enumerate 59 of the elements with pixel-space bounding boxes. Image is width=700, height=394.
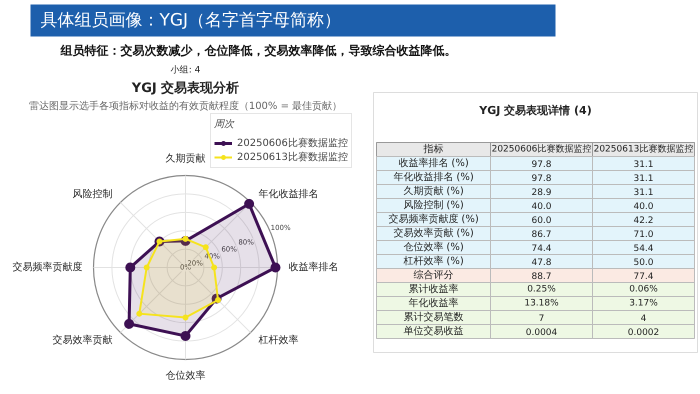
chart-subtitle: 雷达图显示选手各项指标对收益的有效贡献程度（100% = 最佳贡献） <box>28 100 342 112</box>
category-label: 年化收益率 <box>408 297 458 309</box>
series-label: 20250613比赛数据监控 <box>594 144 694 154</box>
data-label: 97.8 <box>531 160 552 170</box>
data-label: 31.1 <box>633 174 654 184</box>
data-label: 3.17% <box>629 298 658 308</box>
data-label: 31.1 <box>633 188 654 198</box>
data-label: 54.4 <box>633 244 654 254</box>
category-label: 收益率排名 (%) <box>398 157 469 169</box>
category-label: 单位交易收益 <box>404 325 464 337</box>
category-label: 风险控制 (%) <box>403 199 464 211</box>
data-label: 13.18% <box>524 298 560 308</box>
data-label: 74.4 <box>531 244 552 254</box>
data-label: 7 <box>538 314 544 324</box>
spoke-label: 年化收益排名 <box>258 188 318 200</box>
spoke-label: 久期贡献 <box>166 152 206 164</box>
text: 小组: 4 <box>170 64 201 76</box>
text: 具体组员画像：YGJ（名字首字母简称） <box>40 10 342 30</box>
text: 组员特征：交易次数减少，仓位降低，交易效率降低，导致综合收益降低。 <box>60 44 456 58</box>
spoke-label: 风险控制 <box>72 188 113 200</box>
data-label: 40.0 <box>531 202 552 212</box>
series-label: 20250606比赛数据监控 <box>492 144 592 154</box>
text: YGJ 交易表现详情 (4) <box>478 104 592 117</box>
data-label: 60.0 <box>531 216 552 226</box>
category-label: 仓位效率 (%) <box>403 241 464 253</box>
category-label: 杠杆效率 (%) <box>402 255 464 267</box>
legend-label: 20250606比赛数据监控 <box>237 136 348 150</box>
category-label: 累计收益率 <box>408 283 458 295</box>
text: 指标 <box>422 143 444 155</box>
data-label: 86.7 <box>531 230 552 240</box>
spoke-label: 杠杆效率 <box>257 334 298 346</box>
data-label: 0.0004 <box>526 328 558 338</box>
data-label: 40.0 <box>633 202 654 212</box>
data-label: 31.1 <box>633 160 654 170</box>
spoke-label: 仓位效率 <box>166 370 206 382</box>
data-label: 50.0 <box>633 258 654 268</box>
category-label: 综合评分 <box>414 269 454 281</box>
spoke-label: 交易效率贡献 <box>52 334 113 346</box>
data-label: 88.7 <box>531 272 552 282</box>
data-label: 4 <box>640 314 647 324</box>
legend-label: 20250613比赛数据监控 <box>237 150 348 164</box>
category-label: 交易频率贡献度 (%) <box>388 213 479 225</box>
category-label: 交易效率贡献 (%) <box>393 227 474 239</box>
data-label: 42.2 <box>633 216 654 226</box>
data-label: 77.4 <box>633 272 654 282</box>
category-label: 久期贡献 (%) <box>403 185 464 197</box>
data-label: 71.0 <box>633 230 654 240</box>
legend-title: 周次 <box>214 118 236 131</box>
data-label: 0.0002 <box>628 328 660 338</box>
spoke-label: 收益率排名 <box>288 261 338 273</box>
category-label: 年化收益排名 (%) <box>393 171 474 183</box>
data-label: 0.06% <box>629 284 658 294</box>
data-label: 97.8 <box>531 174 552 184</box>
data-label: 0.25% <box>527 284 556 294</box>
data-label: 47.8 <box>531 258 552 268</box>
data-label: 28.9 <box>531 188 552 198</box>
spoke-label: 交易频率贡献度 <box>12 261 82 273</box>
chart-title: YGJ 交易表现分析 <box>130 80 240 96</box>
category-label: 累计交易笔数 <box>404 311 464 323</box>
